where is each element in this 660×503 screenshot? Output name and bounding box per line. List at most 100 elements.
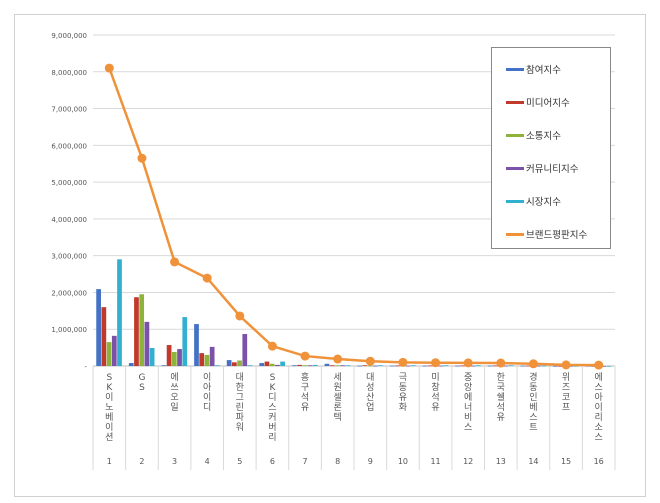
bar-참여지수 <box>422 365 428 367</box>
bar-소통지수 <box>367 365 373 367</box>
y-tick-label: 2,000,000 <box>51 289 87 297</box>
bar-시장지수 <box>247 365 253 367</box>
x-category-char: 대 <box>366 372 374 383</box>
x-category-char: 인 <box>529 392 537 403</box>
x-rank-label: 16 <box>594 457 604 466</box>
x-category-char: 원 <box>334 382 342 393</box>
x-rank-label: 14 <box>528 457 538 466</box>
bar-소통지수 <box>171 352 177 366</box>
x-category-char: 스 <box>464 422 472 433</box>
bar-미디어지수 <box>395 365 400 367</box>
x-category-char: 스 <box>268 402 276 413</box>
x-category-char: 극 <box>399 372 407 383</box>
x-category-char: 소 <box>595 422 603 433</box>
x-category-char: 석 <box>301 392 309 403</box>
bar-시장지수 <box>606 365 612 367</box>
legend-item: 브랜드평판지수 <box>506 227 587 241</box>
x-category-char: 베 <box>105 412 113 423</box>
x-category-char: 베 <box>529 402 537 413</box>
bar-커뮤니티지수 <box>144 321 150 366</box>
x-category-char: 에 <box>595 372 603 383</box>
bar-커뮤니티지수 <box>536 365 541 367</box>
x-category-char: 디 <box>203 402 211 413</box>
legend-label: 커뮤니티지수 <box>526 164 579 175</box>
x-category-char: 유 <box>399 392 407 403</box>
x-category-char: 일 <box>170 402 178 413</box>
bar-커뮤니티지수 <box>111 335 117 366</box>
bar-참여지수 <box>226 360 232 366</box>
x-category-char: 스 <box>595 432 603 443</box>
x-category-char: 경 <box>529 371 537 383</box>
bar-시장지수 <box>149 347 155 366</box>
x-category-char: 유 <box>497 412 505 423</box>
bar-참여지수 <box>292 365 297 367</box>
x-category-char: 리 <box>268 432 276 443</box>
x-category-char: 션 <box>105 432 113 443</box>
bar-시장지수 <box>410 365 416 367</box>
x-category-char: 유 <box>431 402 439 413</box>
x-category-char: 그 <box>236 393 244 403</box>
legend-label: 소통지수 <box>526 131 561 142</box>
line-point <box>561 360 571 370</box>
bar-커뮤니티지수 <box>372 365 378 367</box>
y-tick-label: 5,000,000 <box>51 179 87 187</box>
x-category-char: 유 <box>301 402 309 413</box>
x-rank-label: 12 <box>463 457 473 466</box>
x-category-char: 에 <box>464 392 472 403</box>
x-category-char: 이 <box>105 422 113 433</box>
x-category-char: 세 <box>334 372 342 383</box>
bar-커뮤니티지수 <box>242 334 248 366</box>
bar-시장지수 <box>378 365 383 367</box>
bar-미디어지수 <box>362 365 368 367</box>
x-category-char: K <box>269 383 276 393</box>
bar-참여지수 <box>194 324 199 366</box>
legend-label: 참여지수 <box>526 65 561 76</box>
bar-시장지수 <box>541 365 546 367</box>
bar-커뮤니티지수 <box>209 346 215 366</box>
bar-참여지수 <box>96 289 101 366</box>
bar-소통지수 <box>139 294 145 366</box>
bar-미디어지수 <box>329 365 335 367</box>
bar-미디어지수 <box>297 364 302 366</box>
bar-커뮤니티지수 <box>601 365 607 367</box>
line-point <box>496 358 506 368</box>
bar-참여지수 <box>389 365 395 367</box>
x-category-char: 트 <box>529 423 537 433</box>
bar-미디어지수 <box>101 307 107 366</box>
line-point <box>300 351 310 361</box>
bar-소통지수 <box>106 342 112 366</box>
y-tick-label: - <box>84 363 87 371</box>
bar-참여지수 <box>357 365 362 367</box>
x-category-char: 워 <box>236 422 244 433</box>
legend-item: 커뮤니티지수 <box>506 161 578 175</box>
x-rank-label: 10 <box>398 457 408 466</box>
bar-시장지수 <box>182 317 188 366</box>
x-category-char: 앙 <box>464 381 472 393</box>
x-rank-label: 1 <box>107 457 112 466</box>
x-category-char: 산 <box>366 392 374 403</box>
bar-미디어지수 <box>460 365 466 367</box>
x-category-char: 리 <box>595 412 603 423</box>
x-category-char: 한 <box>236 382 244 393</box>
legend-item: 소통지수 <box>506 128 561 142</box>
x-rank-label: 9 <box>368 457 373 466</box>
x-category-char: S <box>106 373 112 383</box>
x-category-char: 중 <box>464 372 472 383</box>
bar-소통지수 <box>302 365 308 367</box>
bar-커뮤니티지수 <box>503 365 509 367</box>
bar-참여지수 <box>161 365 167 367</box>
bar-시장지수 <box>573 365 579 367</box>
bar-시장지수 <box>443 365 449 367</box>
y-tick-label: 9,000,000 <box>51 32 87 40</box>
chart-frame <box>14 14 646 497</box>
x-category-char: 스 <box>595 382 603 393</box>
line-point <box>104 63 114 73</box>
line-point <box>365 356 375 366</box>
x-rank-label: 13 <box>496 457 506 466</box>
x-category-char: 노 <box>105 402 113 413</box>
legend-item: 시장지수 <box>506 194 561 208</box>
x-category-char: 커 <box>268 412 276 423</box>
x-category-char: 쉘 <box>497 392 505 403</box>
bar-참여지수 <box>128 363 134 366</box>
